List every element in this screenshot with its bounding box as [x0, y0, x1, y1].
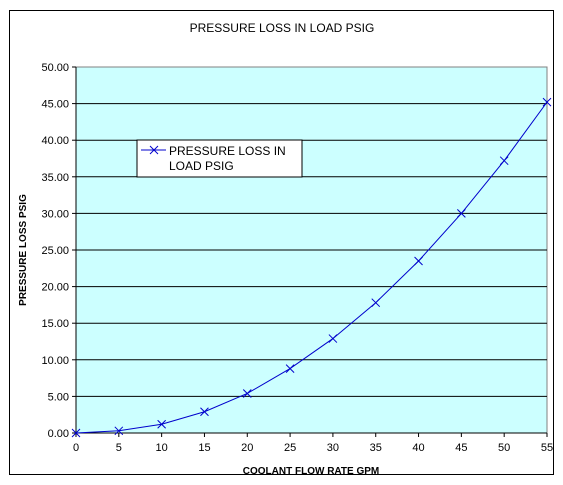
- y-tick-label: 15.00: [41, 318, 69, 330]
- data-point-x-marker: [414, 256, 423, 266]
- x-axis-label: COOLANT FLOW RATE GPM: [243, 466, 379, 477]
- x-tick-label: 40: [412, 442, 424, 454]
- x-tick-label: 35: [370, 442, 382, 454]
- legend-label-line-2: LOAD PSIG: [169, 159, 234, 173]
- data-point-x-marker: [328, 334, 338, 343]
- y-tick-label: 0.00: [48, 428, 69, 440]
- x-tick-label: 10: [156, 442, 168, 454]
- x-tick-label: 20: [241, 442, 253, 454]
- y-tick-label: 10.00: [41, 355, 69, 367]
- legend-label-line-1: PRESSURE LOSS IN: [169, 144, 286, 158]
- data-point-x-marker: [114, 426, 124, 436]
- data-point-x-marker: [200, 407, 209, 417]
- data-point-x-marker: [457, 209, 466, 218]
- y-tick-label: 45.00: [41, 99, 69, 111]
- legend-marker-icon: [149, 145, 159, 155]
- y-axis-label: PRESSURE LOSS PSIG: [18, 194, 29, 306]
- data-point-x-marker: [71, 428, 81, 438]
- x-tick-label: 15: [198, 442, 210, 454]
- data-point-x-marker: [242, 389, 252, 398]
- x-tick-label: 5: [116, 442, 122, 454]
- series-pressure-loss: [71, 97, 552, 438]
- x-tick-label: 25: [284, 442, 296, 454]
- x-tick-label: 45: [455, 442, 467, 454]
- chart-title: PRESSURE LOSS IN LOAD PSIG: [190, 21, 375, 35]
- x-tick-label: 30: [327, 442, 339, 454]
- data-point-x-marker: [542, 97, 552, 107]
- y-tick-label: 5.00: [48, 391, 69, 403]
- y-tick-label: 25.00: [41, 245, 69, 257]
- y-axis-ticks: 0.00 5.00 10.00 15.00 20.00 25.00 30.00 35.00 40…: [41, 62, 76, 440]
- data-point-x-marker: [499, 156, 509, 166]
- x-tick-label: 55: [541, 442, 553, 454]
- legend: PRESSURE LOSS IN LOAD PSIG: [136, 139, 303, 178]
- x-tick-label: 50: [498, 442, 510, 454]
- legend-box: [136, 139, 303, 178]
- data-point-x-marker: [371, 298, 381, 308]
- series-line: [75, 101, 548, 434]
- y-tick-label: 50.00: [41, 62, 69, 74]
- x-tick-label: 0: [73, 442, 79, 454]
- y-tick-label: 20.00: [41, 282, 69, 294]
- y-tick-label: 30.00: [41, 208, 69, 220]
- x-axis-ticks: 0 5 10 15 20 25 30 35 40 45 50 55: [73, 433, 553, 454]
- gridlines: [76, 103, 547, 397]
- data-point-x-marker: [285, 364, 295, 373]
- y-tick-label: 35.00: [41, 172, 69, 184]
- y-tick-label: 40.00: [41, 135, 69, 147]
- data-point-x-marker: [157, 419, 166, 429]
